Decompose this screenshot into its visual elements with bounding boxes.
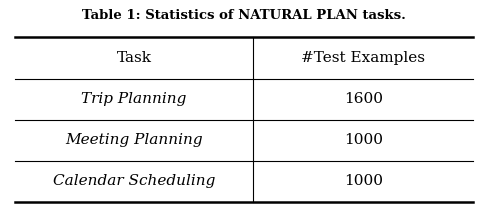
Text: Meeting Planning: Meeting Planning [65,133,203,147]
Text: Calendar Scheduling: Calendar Scheduling [53,174,215,188]
Text: #Test Examples: #Test Examples [301,51,425,65]
Text: 1000: 1000 [344,133,383,147]
Text: Table 1: Statistics of NATURAL PLAN tasks.: Table 1: Statistics of NATURAL PLAN task… [82,9,406,22]
Text: 1600: 1600 [344,92,383,106]
Text: Task: Task [117,51,151,65]
Text: Trip Planning: Trip Planning [81,92,186,106]
Text: 1000: 1000 [344,174,383,188]
